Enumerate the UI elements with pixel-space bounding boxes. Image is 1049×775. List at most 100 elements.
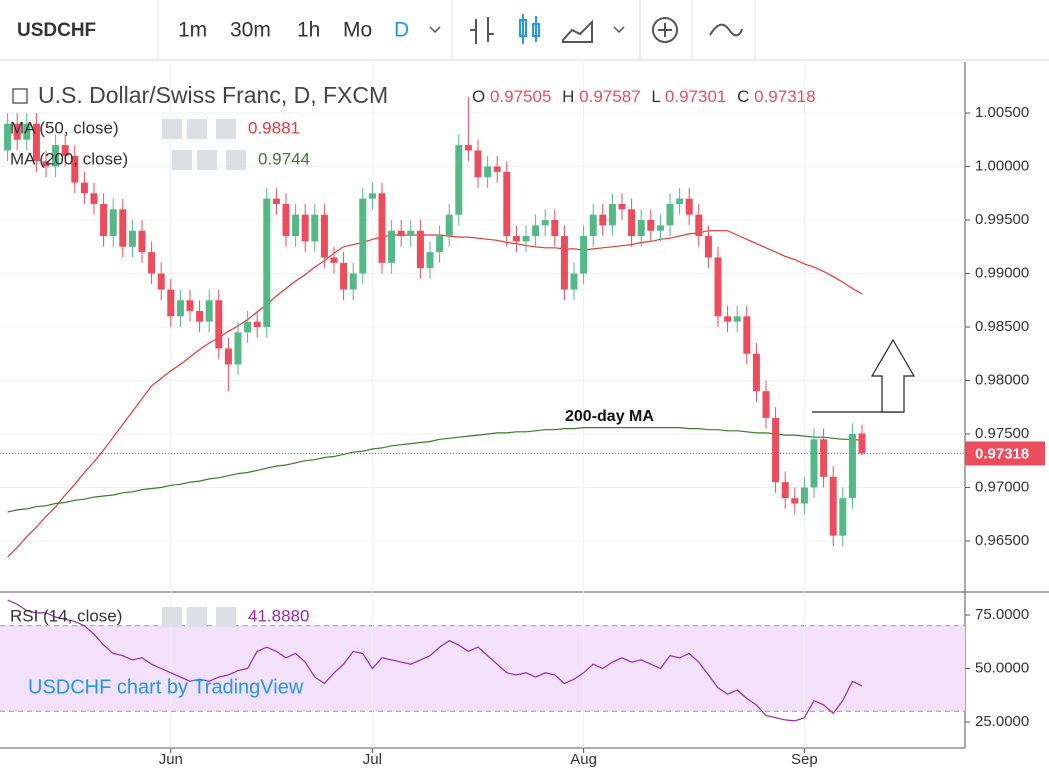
candle-body xyxy=(608,203,616,226)
candle-body xyxy=(32,123,40,162)
candle-body xyxy=(704,236,712,258)
candle-body xyxy=(311,214,319,242)
candle-body xyxy=(848,433,856,499)
candle-body xyxy=(282,203,290,237)
interval[interactable]: 1m xyxy=(178,19,207,42)
candle-body xyxy=(157,273,165,290)
ohlc-value: 0.97301 xyxy=(665,87,726,106)
candle-body xyxy=(714,257,722,317)
candle-body xyxy=(724,316,732,322)
candle-body xyxy=(676,198,684,204)
candle-body xyxy=(42,161,50,167)
legend-value: 0.9744 xyxy=(258,149,310,168)
legend-label: MA (200, close) xyxy=(10,149,128,168)
compare-icon[interactable] xyxy=(709,23,743,37)
candle-body xyxy=(186,300,194,311)
y-tick-label: 25.0000 xyxy=(975,713,1029,730)
marks xyxy=(0,96,965,722)
legend-value: 0.9881 xyxy=(248,118,300,137)
candle-body xyxy=(637,220,645,237)
candle-body xyxy=(253,321,261,327)
candle-body xyxy=(762,391,770,418)
candle-body xyxy=(829,476,837,536)
candle-body xyxy=(666,203,674,226)
symbol[interactable]: USDCHF xyxy=(17,20,96,41)
interval[interactable]: 30m xyxy=(230,19,271,42)
candle-body xyxy=(474,150,482,178)
candles-icon[interactable] xyxy=(519,14,540,44)
y-tick-label: 75.0000 xyxy=(975,606,1029,623)
moving-average xyxy=(7,230,863,558)
x-tick-label: Jul xyxy=(363,751,382,768)
candle-body xyxy=(839,498,847,536)
candle-body xyxy=(426,252,434,269)
candle-body xyxy=(330,257,338,263)
candle-body xyxy=(71,155,79,183)
candle-body xyxy=(541,220,549,226)
candle-body xyxy=(340,262,348,290)
toolbar xyxy=(0,0,1049,60)
candle-body xyxy=(176,300,184,317)
candle-body xyxy=(781,482,789,499)
candle-body xyxy=(359,198,367,274)
candle-body xyxy=(656,225,664,231)
candle-body xyxy=(61,145,69,156)
candle-body xyxy=(263,198,271,327)
rsi-line xyxy=(7,599,863,722)
candle-body xyxy=(820,439,828,477)
candle-body xyxy=(800,487,808,504)
candle-body xyxy=(244,321,252,333)
candle-body xyxy=(378,193,386,263)
dropdown[interactable] xyxy=(613,26,625,34)
candle-body xyxy=(685,198,693,215)
ohlc-key: L xyxy=(651,87,660,106)
candle-body xyxy=(52,145,60,167)
y-tick-label: 0.99000 xyxy=(975,264,1029,281)
y-tick-label: 0.98500 xyxy=(975,318,1029,335)
last-price-label: 0.97318 xyxy=(975,445,1029,462)
candle-body xyxy=(791,498,799,504)
candle-body xyxy=(551,220,559,237)
candle-body xyxy=(743,316,751,354)
interval-active[interactable]: D xyxy=(394,19,409,42)
candle-body xyxy=(503,171,511,237)
interval[interactable]: Mo xyxy=(343,19,372,42)
y-tick-label: 0.97000 xyxy=(975,478,1029,495)
x-tick-label: Jun xyxy=(159,751,183,768)
ohlc-key: H xyxy=(562,87,574,106)
area-icon[interactable] xyxy=(562,19,593,43)
bars-icon[interactable] xyxy=(470,17,494,44)
ohlc-value: 0.97318 xyxy=(754,87,815,106)
dropdown[interactable] xyxy=(429,26,441,34)
candle-body xyxy=(109,209,117,237)
legend-buttons[interactable] xyxy=(162,119,246,627)
candle-body xyxy=(196,310,204,322)
candle-body xyxy=(205,300,213,322)
candle-body xyxy=(407,230,415,237)
candle-body xyxy=(436,236,444,253)
candle-body xyxy=(148,252,156,274)
candle-body xyxy=(618,203,626,210)
candle-body xyxy=(580,236,588,274)
y-tick-label: 1.00500 xyxy=(975,104,1029,121)
candle-body xyxy=(23,123,31,140)
candle-body xyxy=(272,198,280,204)
y-tick-label: 0.99500 xyxy=(975,211,1029,228)
y-tick-label: 0.97500 xyxy=(975,425,1029,442)
candle-body xyxy=(752,353,760,392)
moving-average xyxy=(7,427,863,513)
add-indicator[interactable] xyxy=(652,17,678,43)
interval[interactable]: 1h xyxy=(297,19,320,42)
candle-body xyxy=(224,348,232,365)
rsi-band xyxy=(0,625,965,712)
y-tick-label: 0.98000 xyxy=(975,371,1029,388)
legend-value: 41.8880 xyxy=(248,606,309,625)
y-tick-label: 1.00000 xyxy=(975,157,1029,174)
candle-body xyxy=(167,289,175,317)
candle-body xyxy=(128,230,136,247)
candle-body xyxy=(733,316,741,322)
collapse-icon[interactable] xyxy=(12,88,28,104)
candle-body xyxy=(349,273,357,290)
last-price-tag xyxy=(965,441,1045,466)
candle-body xyxy=(301,214,309,242)
